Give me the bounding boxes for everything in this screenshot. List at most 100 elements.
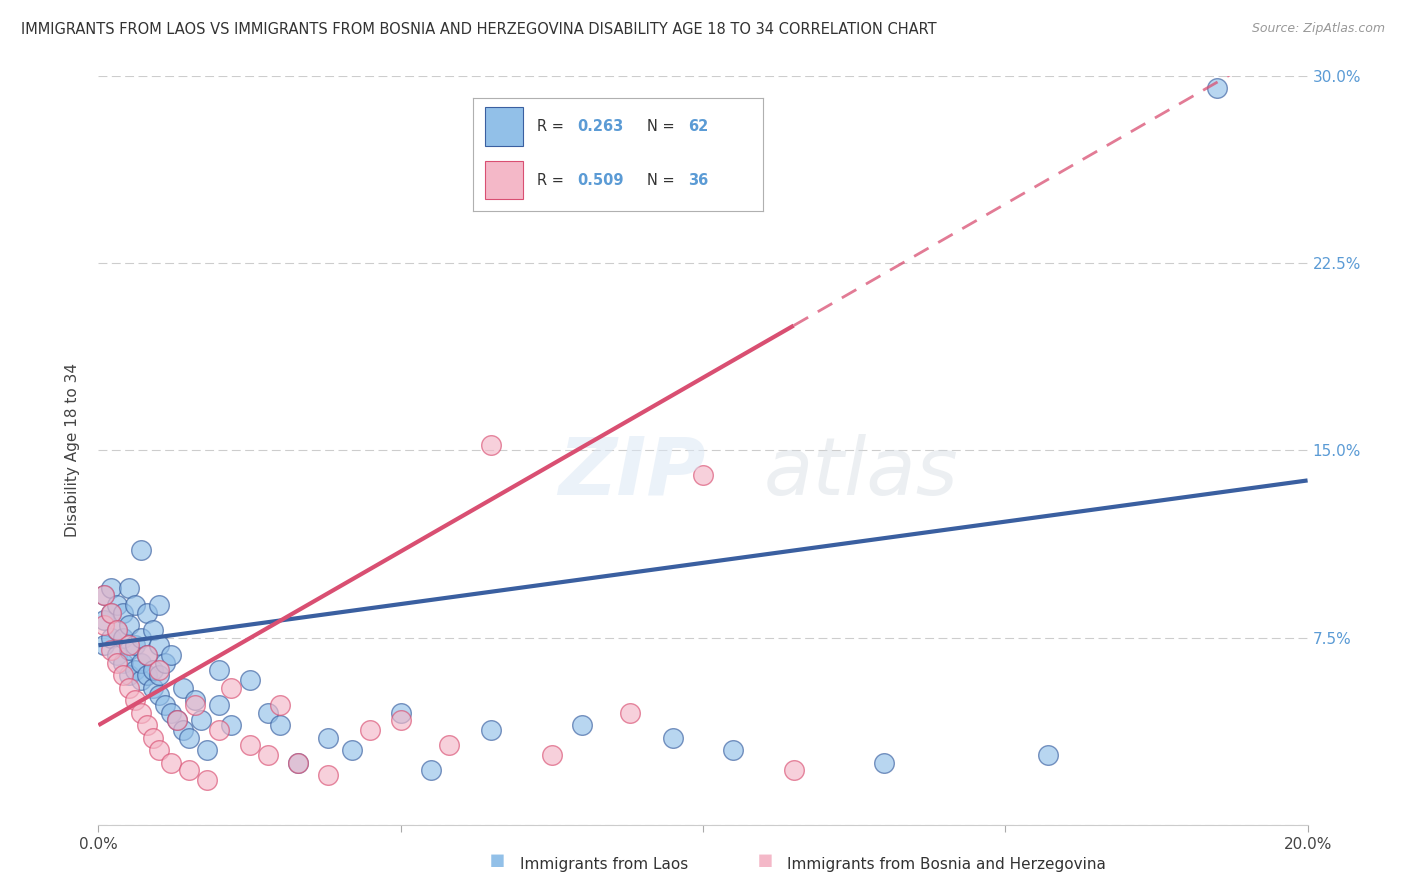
Text: IMMIGRANTS FROM LAOS VS IMMIGRANTS FROM BOSNIA AND HERZEGOVINA DISABILITY AGE 18: IMMIGRANTS FROM LAOS VS IMMIGRANTS FROM … [21, 22, 936, 37]
Point [100, 581, 122, 595]
Point [160, 706, 183, 720]
Point [239, 738, 262, 752]
Point [221, 681, 243, 695]
Point [129, 673, 152, 688]
Point [142, 624, 165, 638]
Text: ▪: ▪ [489, 848, 506, 872]
Point [105, 656, 128, 670]
Point [179, 731, 201, 745]
Point [1206, 81, 1229, 95]
Point [124, 638, 146, 652]
Point [124, 693, 146, 707]
Point [142, 681, 165, 695]
Point [153, 698, 176, 713]
Point [184, 698, 207, 713]
Point [783, 763, 806, 777]
Point [129, 656, 152, 670]
Point [124, 599, 146, 613]
Point [481, 723, 503, 738]
Point [93, 613, 115, 627]
Point [100, 606, 122, 620]
Point [105, 624, 128, 638]
Point [148, 743, 170, 757]
Point [316, 731, 339, 745]
Point [269, 718, 291, 732]
Point [148, 668, 170, 682]
Point [389, 713, 412, 727]
Point [692, 468, 714, 483]
Point [142, 663, 165, 677]
Point [148, 663, 170, 677]
Point [540, 748, 562, 763]
Point [118, 581, 141, 595]
Point [571, 718, 593, 732]
Point [129, 631, 152, 645]
Point [287, 756, 309, 770]
Point [105, 599, 128, 613]
Text: ▪: ▪ [756, 848, 773, 872]
Point [208, 723, 231, 738]
Point [172, 681, 194, 695]
Point [135, 668, 157, 682]
Text: ZIP: ZIP [558, 434, 706, 512]
Point [129, 543, 152, 558]
Point [619, 706, 641, 720]
Point [420, 763, 443, 777]
Point [100, 643, 122, 657]
Point [179, 763, 201, 777]
Y-axis label: Disability Age 18 to 34: Disability Age 18 to 34 [65, 363, 80, 538]
Point [148, 688, 170, 702]
Point [135, 648, 157, 663]
Point [269, 698, 291, 713]
Point [135, 648, 157, 663]
Point [93, 588, 115, 602]
Point [481, 438, 503, 452]
Text: Immigrants from Bosnia and Herzegovina: Immigrants from Bosnia and Herzegovina [787, 857, 1107, 872]
Text: Source: ZipAtlas.com: Source: ZipAtlas.com [1251, 22, 1385, 36]
Point [437, 738, 460, 752]
Point [118, 618, 141, 632]
Point [160, 756, 183, 770]
Point [208, 698, 231, 713]
Point [723, 743, 745, 757]
Point [135, 606, 157, 620]
Point [93, 588, 115, 602]
Point [93, 638, 115, 652]
Point [100, 606, 122, 620]
Point [124, 663, 146, 677]
Point [342, 743, 364, 757]
Point [148, 638, 170, 652]
Point [153, 656, 176, 670]
Point [142, 731, 165, 745]
Point [111, 656, 134, 670]
Point [148, 599, 170, 613]
Point [105, 624, 128, 638]
Point [360, 723, 382, 738]
Point [239, 673, 262, 688]
Point [195, 773, 218, 788]
Point [118, 643, 141, 657]
Point [221, 718, 243, 732]
Point [118, 668, 141, 682]
Point [135, 718, 157, 732]
Point [661, 731, 683, 745]
Text: atlas: atlas [763, 434, 959, 512]
Point [287, 756, 309, 770]
Point [93, 618, 115, 632]
Point [256, 706, 278, 720]
Point [166, 713, 188, 727]
Point [166, 713, 188, 727]
Point [316, 768, 339, 782]
Point [118, 681, 141, 695]
Point [190, 713, 212, 727]
Point [873, 756, 896, 770]
Point [184, 693, 207, 707]
Point [129, 706, 152, 720]
Point [172, 723, 194, 738]
Point [256, 748, 278, 763]
Point [118, 638, 141, 652]
Text: Immigrants from Laos: Immigrants from Laos [520, 857, 689, 872]
Point [111, 668, 134, 682]
Point [1036, 748, 1059, 763]
Point [111, 606, 134, 620]
